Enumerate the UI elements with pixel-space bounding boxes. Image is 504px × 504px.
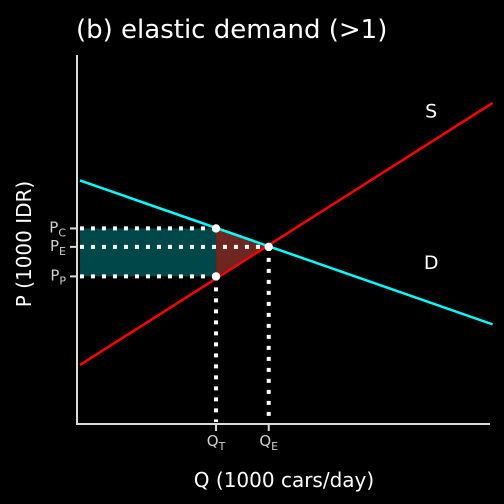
y-tick-label-e: PE bbox=[50, 237, 66, 258]
tax-revenue-area bbox=[79, 228, 217, 277]
areas-layer bbox=[79, 228, 269, 277]
point-3 bbox=[264, 242, 273, 252]
x-tick-label-t: QT bbox=[207, 432, 226, 453]
x-axis-title: Q (1000 cars/day) bbox=[194, 468, 374, 492]
curve-d bbox=[79, 179, 494, 326]
curve-label-d: D bbox=[424, 252, 439, 274]
guide-lines-layer bbox=[79, 226, 271, 422]
y-axis-title: P (1000 IDR) bbox=[12, 181, 36, 307]
curve-labels-layer: SD bbox=[424, 101, 439, 274]
points-layer bbox=[211, 224, 273, 281]
x-tick-label-e: QE bbox=[259, 432, 278, 453]
curve-s bbox=[79, 101, 494, 367]
point-1 bbox=[211, 224, 221, 233]
deadweight-loss-area bbox=[216, 228, 269, 277]
curve-label-s: S bbox=[425, 101, 437, 123]
y-tick-label-c: PC bbox=[49, 218, 66, 239]
y-tick-label-p: PP bbox=[50, 266, 66, 287]
curves-layer bbox=[79, 101, 494, 367]
chart-title: (b) elastic demand (>1) bbox=[76, 15, 387, 45]
point-2 bbox=[211, 272, 221, 281]
